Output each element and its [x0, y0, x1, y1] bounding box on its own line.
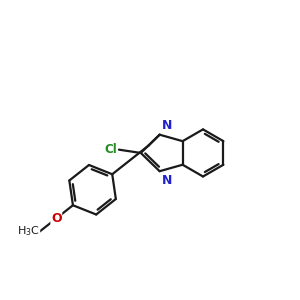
Text: N: N [162, 119, 172, 132]
Text: O: O [51, 212, 62, 225]
Text: N: N [162, 174, 172, 187]
Text: Cl: Cl [105, 143, 118, 156]
Text: H$_3$C: H$_3$C [17, 225, 40, 238]
